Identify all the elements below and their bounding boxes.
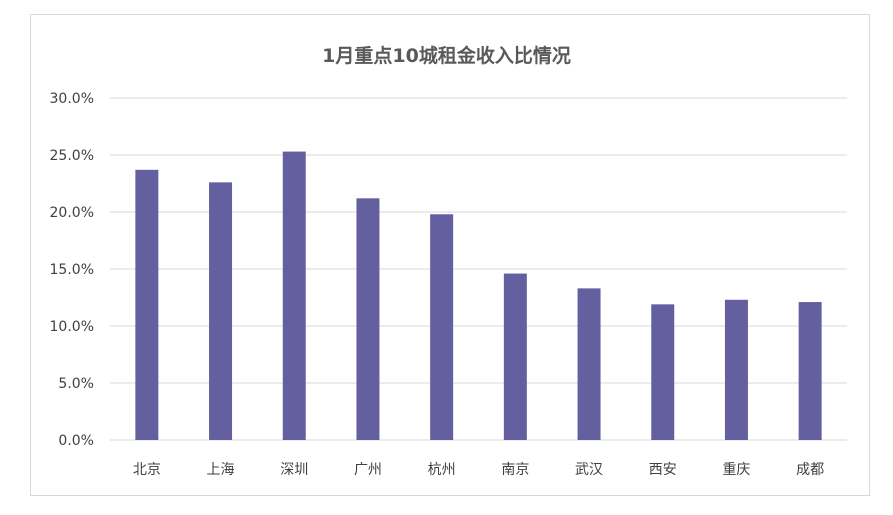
x-tick-label: 南京 [501,462,529,478]
bar [798,302,822,440]
x-tick-label: 成都 [796,462,824,478]
x-tick-label: 杭州 [428,462,456,478]
x-axis-ticks: 北京 上海 深圳 广州 杭州 南京 武汉 西安 重庆 成都 [133,462,824,478]
x-tick-label: 深圳 [280,462,308,478]
x-tick-label: 重庆 [722,462,750,478]
gridlines [110,97,847,441]
y-tick-label: 15.0% [50,262,94,278]
x-tick-label: 西安 [649,462,677,478]
bar [503,273,527,440]
bar [651,304,675,440]
bar [282,151,306,440]
y-tick-label: 0.0% [58,433,94,449]
y-tick-label: 30.0% [50,91,94,107]
bar [209,182,233,441]
bar [135,169,159,440]
y-tick-label: 25.0% [50,148,94,164]
y-axis-ticks: 0.0% 5.0% 10.0% 15.0% 20.0% 25.0% 30.0% [50,91,94,449]
x-tick-label: 上海 [207,462,235,478]
bar [430,214,454,440]
y-tick-label: 10.0% [50,319,94,335]
x-tick-label: 广州 [354,462,382,478]
y-tick-label: 5.0% [58,376,94,392]
bar [577,288,601,440]
chart-title: 1月重点10城租金收入比情况 [322,45,571,67]
x-tick-label: 北京 [133,462,161,478]
bar [724,299,748,440]
bars [135,151,822,441]
bar [356,198,380,440]
x-tick-label: 武汉 [575,462,603,478]
y-tick-label: 20.0% [50,205,94,221]
